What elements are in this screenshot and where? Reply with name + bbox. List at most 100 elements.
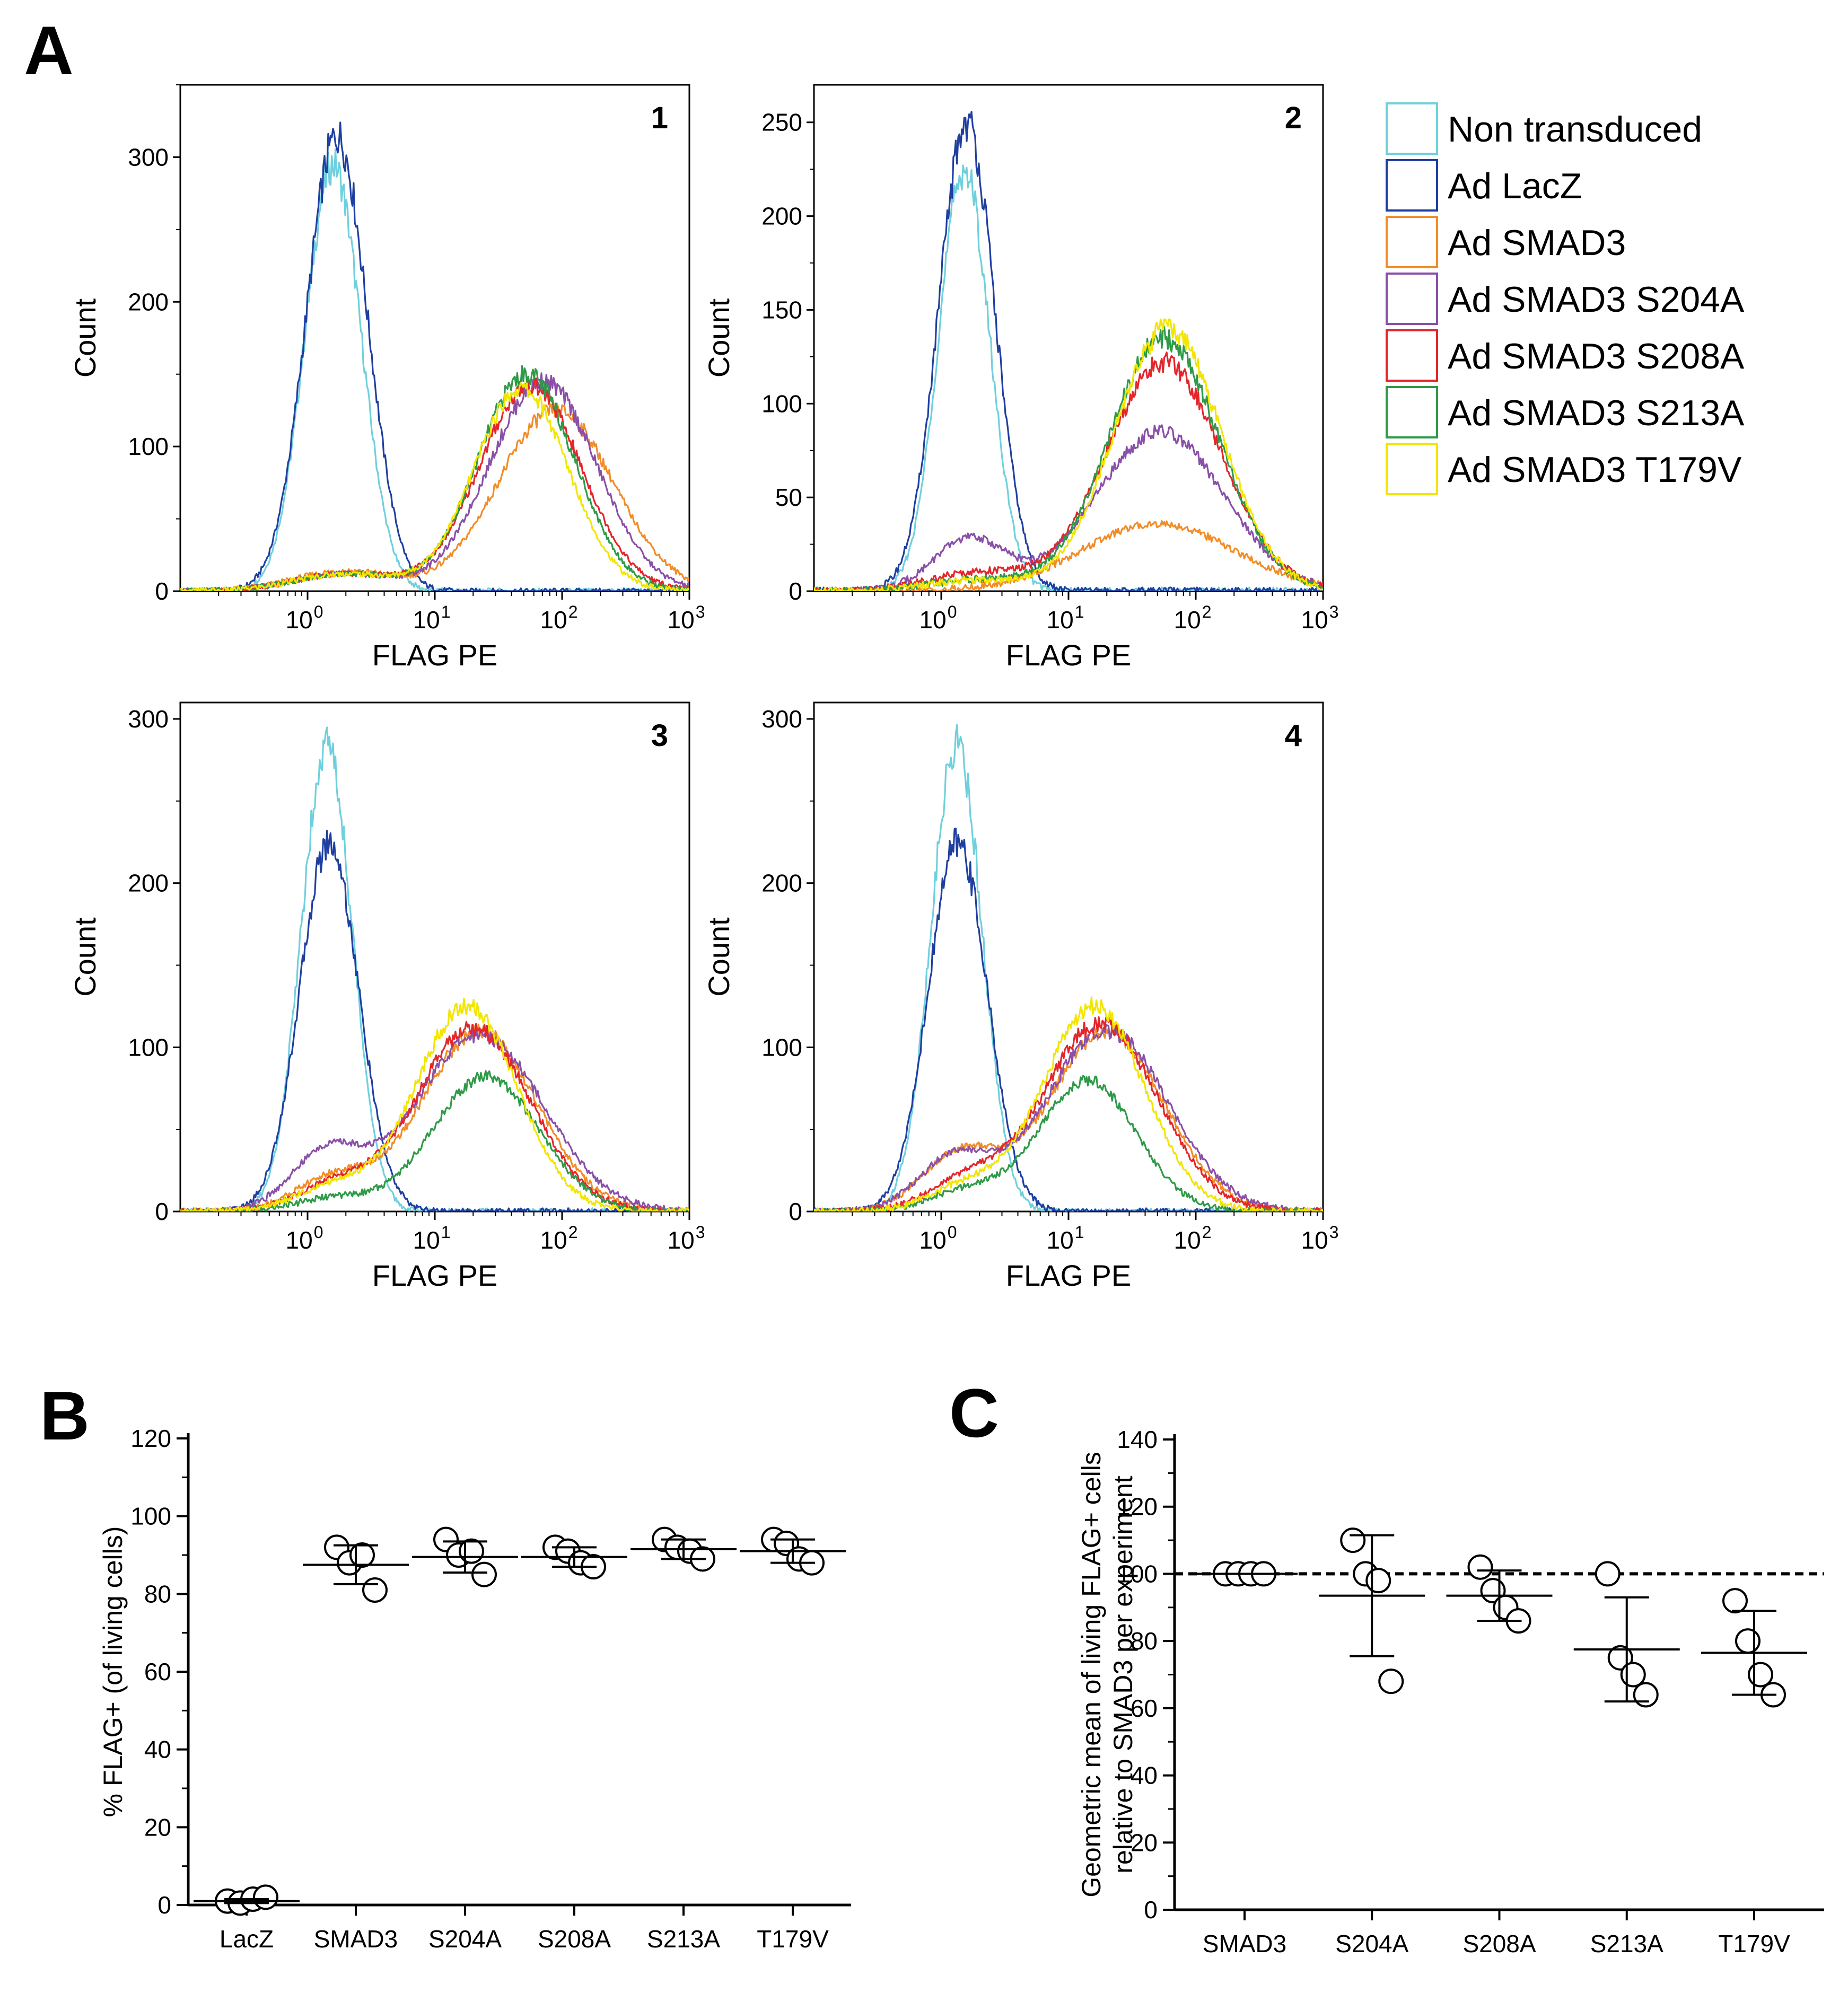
- x-tick-label: 102: [540, 602, 578, 634]
- histogram-curves: [180, 121, 689, 591]
- x-tick-exponent: 0: [948, 602, 957, 621]
- y-tick-label: 300: [128, 705, 169, 733]
- histogram-series-line: [180, 1021, 689, 1211]
- y-tick-label: 300: [761, 705, 802, 733]
- x-tick-label: 101: [1047, 602, 1084, 634]
- scatter-panel-b: 0 20 40 60 80 100 120 LacZ SMAD3 S204A S208A S213A T…: [98, 1425, 851, 1953]
- y-tick-label: 200: [761, 203, 802, 230]
- y-tick-label: 200: [128, 870, 169, 897]
- histogram-series-line: [814, 1023, 1323, 1211]
- x-tick-label: 100: [919, 602, 957, 634]
- x-tick-label: 100: [919, 1223, 957, 1254]
- data-point: [1365, 1568, 1391, 1594]
- x-axis-title: FLAG PE: [372, 1259, 498, 1292]
- x-tick-label: 102: [1174, 1223, 1212, 1254]
- x-tick-label: S204A: [428, 1925, 502, 1953]
- y-tick-label: 100: [128, 1033, 169, 1061]
- data-point: [362, 1577, 388, 1603]
- y-tick-label: 20: [1131, 1829, 1158, 1856]
- y-tick-label: 120: [130, 1425, 171, 1452]
- histogram-series-line: [814, 318, 1323, 591]
- histogram-series-line: [814, 996, 1323, 1211]
- x-tick-label: S208A: [1462, 1930, 1536, 1957]
- histogram-series-line: [180, 1070, 689, 1211]
- x-axis-title: FLAG PE: [1006, 1259, 1132, 1292]
- y-tick-label: 0: [789, 1198, 802, 1225]
- data-point: [1735, 1628, 1761, 1654]
- y-tick-label: 120: [1117, 1493, 1158, 1521]
- panel-label-b: B: [40, 1377, 90, 1454]
- y-tick-label: 0: [157, 1891, 171, 1919]
- x-tick-label: SMAD3: [1203, 1930, 1286, 1957]
- x-tick-label: 100: [286, 1223, 323, 1254]
- y-tick-label: 40: [1131, 1762, 1158, 1789]
- y-tick-label: 200: [128, 288, 169, 315]
- histogram-series-line: [814, 164, 1323, 591]
- histogram-series-line: [814, 520, 1323, 591]
- histogram-series-line: [814, 724, 1323, 1211]
- data-point: [1620, 1662, 1646, 1688]
- x-axis-title: FLAG PE: [1006, 638, 1132, 672]
- data-point: [1340, 1527, 1366, 1553]
- x-tick-label: 100: [286, 602, 323, 634]
- legend-label: Ad SMAD3 S204A: [1448, 279, 1745, 320]
- histogram-series-line: [180, 1027, 689, 1211]
- y-tick-label: 60: [1131, 1695, 1158, 1722]
- plot-frame: [813, 701, 1324, 1213]
- y-tick-label: 200: [761, 870, 802, 897]
- histogram-series-line: [180, 726, 689, 1211]
- data-point: [1748, 1662, 1773, 1688]
- y-tick-label: 100: [130, 1503, 171, 1530]
- scatter-panel-c: 0 20 40 60 80 100 120 140 SMAD3 S204A S208A S213A T1…: [1076, 1426, 1824, 1957]
- x-tick-exponent: 3: [1329, 602, 1339, 621]
- y-tick-label: 60: [144, 1658, 171, 1685]
- y-tick-label: 0: [789, 577, 802, 605]
- x-tick-label: 102: [540, 1223, 578, 1254]
- y-tick-label: 150: [761, 296, 802, 323]
- data-point: [1722, 1588, 1748, 1614]
- x-tick-label: 103: [668, 602, 705, 634]
- x-tick-exponent: 3: [696, 1223, 705, 1242]
- x-tick-exponent: 2: [568, 1223, 578, 1242]
- x-tick-label: T179V: [1718, 1930, 1790, 1957]
- x-tick-label: 101: [1047, 1223, 1084, 1254]
- x-axis-title: FLAG PE: [372, 638, 498, 672]
- y-tick-label: 100: [1117, 1560, 1158, 1587]
- histogram-series-line: [180, 997, 689, 1211]
- y-tick-label: 140: [1117, 1426, 1158, 1453]
- histogram-series-line: [814, 1016, 1323, 1211]
- legend-swatch: [1386, 273, 1438, 325]
- data-point: [1633, 1682, 1659, 1708]
- x-tick-label: LacZ: [220, 1925, 274, 1953]
- y-tick-label: 100: [128, 433, 169, 460]
- histogram-series-line: [180, 830, 689, 1211]
- y-tick-label: 0: [155, 1198, 169, 1225]
- y-tick-label: 50: [775, 484, 802, 511]
- x-tick-exponent: 2: [1202, 1223, 1212, 1242]
- histogram-series-line: [814, 326, 1323, 591]
- y-tick-label: 80: [1131, 1627, 1158, 1655]
- y-tick-label: 20: [144, 1813, 171, 1841]
- y-axis-title: Count: [702, 298, 735, 377]
- legend-label: Ad SMAD3 S213A: [1448, 393, 1745, 433]
- panel-label-a: A: [24, 12, 74, 89]
- x-tick-exponent: 1: [1075, 602, 1084, 621]
- data-point: [459, 1538, 484, 1564]
- y-tick-label: 100: [761, 390, 802, 417]
- x-tick-exponent: 1: [441, 1223, 451, 1242]
- x-tick-label: 103: [1301, 602, 1339, 634]
- data-point: [1595, 1561, 1621, 1587]
- y-axis-title: Count: [68, 298, 102, 377]
- data-point: [1467, 1554, 1493, 1580]
- legend-swatch: [1386, 443, 1438, 495]
- x-tick-exponent: 0: [948, 1223, 957, 1242]
- x-tick-label: 103: [1301, 1223, 1339, 1254]
- legend-label: Ad SMAD3 T179V: [1448, 450, 1742, 490]
- histogram-number: 2: [1285, 101, 1302, 135]
- x-tick-exponent: 3: [696, 602, 705, 621]
- y-axis-title: Count: [702, 917, 735, 997]
- x-tick-label: SMAD3: [314, 1925, 398, 1953]
